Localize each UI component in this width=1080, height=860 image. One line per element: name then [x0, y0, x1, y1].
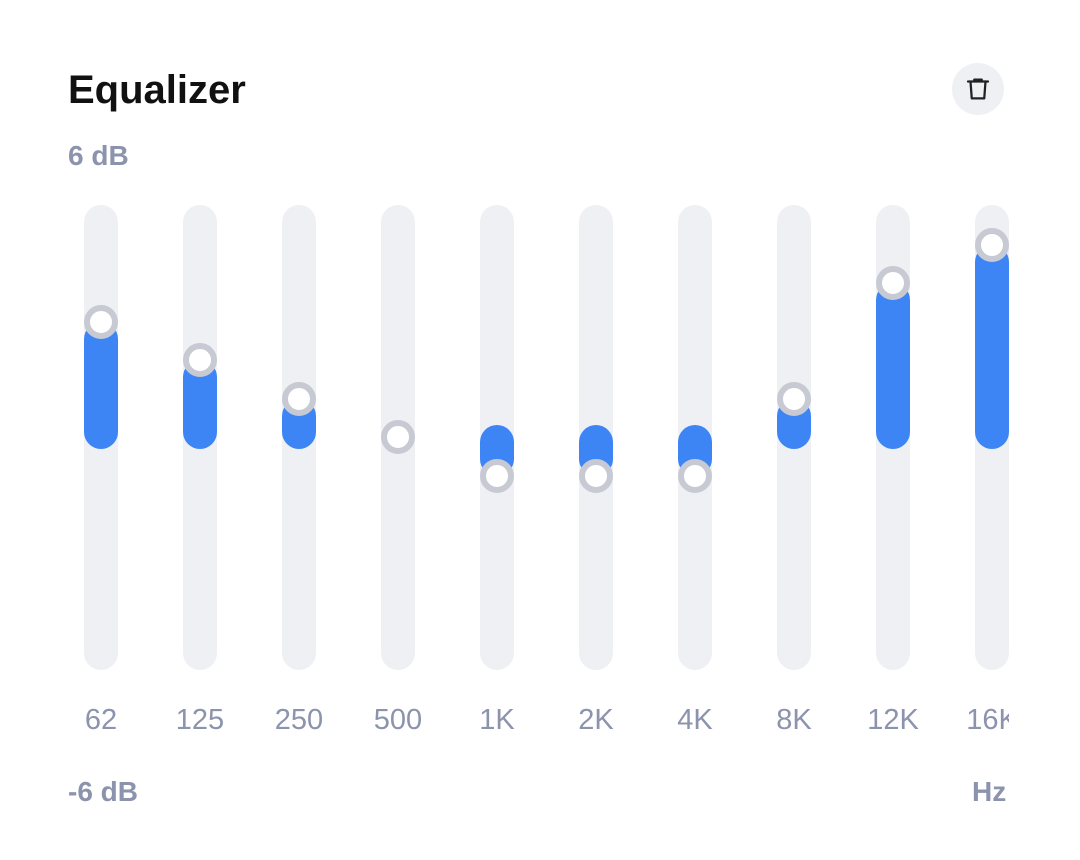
eq-band-125: 125 [150, 0, 250, 760]
eq-bands: 62 125 250 500 1K 2K 4K 8K 12K 16K [51, 0, 1009, 760]
page-title: Equalizer [68, 68, 246, 112]
eq-band-62: 62 [51, 0, 151, 760]
unit-label: Hz [972, 776, 1007, 807]
eq-band-label: 500 [373, 704, 423, 736]
eq-band-label: 250 [274, 704, 324, 736]
eq-slider-fill [876, 283, 910, 449]
eq-band-label: 1K [479, 704, 515, 736]
clear-button[interactable] [952, 63, 1004, 115]
eq-slider-knob[interactable] [777, 381, 811, 416]
max-db-label: 6 dB [68, 140, 129, 171]
eq-band-2k: 2K [546, 0, 646, 760]
eq-slider-knob[interactable] [876, 266, 910, 300]
eq-slider-knob[interactable] [678, 458, 712, 493]
eq-band-label: 8K [776, 704, 812, 736]
eq-band-16k: 16K [942, 0, 1009, 760]
eq-slider-knob[interactable] [282, 381, 316, 416]
eq-slider-knob[interactable] [480, 458, 514, 493]
eq-band-label: 62 [84, 704, 118, 736]
eq-band-label: 125 [175, 704, 225, 736]
eq-slider-fill [975, 244, 1009, 449]
trash-icon [966, 78, 990, 100]
eq-band-1k: 1K [447, 0, 547, 760]
eq-slider-knob[interactable] [84, 304, 118, 339]
eq-slider-fill [84, 321, 118, 449]
eq-slider-knob[interactable] [183, 343, 217, 377]
min-db-label: -6 dB [68, 776, 138, 807]
eq-band-label: 2K [578, 704, 614, 736]
eq-band-label: 12K [867, 704, 919, 736]
eq-band-label: 4K [677, 704, 713, 736]
eq-slider-knob[interactable] [381, 420, 415, 454]
eq-band-label: 16K [966, 704, 1009, 736]
eq-band-12k: 12K [843, 0, 943, 760]
eq-band-8k: 8K [744, 0, 844, 760]
eq-slider-knob[interactable] [579, 458, 613, 493]
eq-band-250: 250 [249, 0, 349, 760]
eq-band-500: 500 [348, 0, 448, 760]
eq-slider-knob[interactable] [975, 227, 1009, 262]
eq-band-4k: 4K [645, 0, 745, 760]
